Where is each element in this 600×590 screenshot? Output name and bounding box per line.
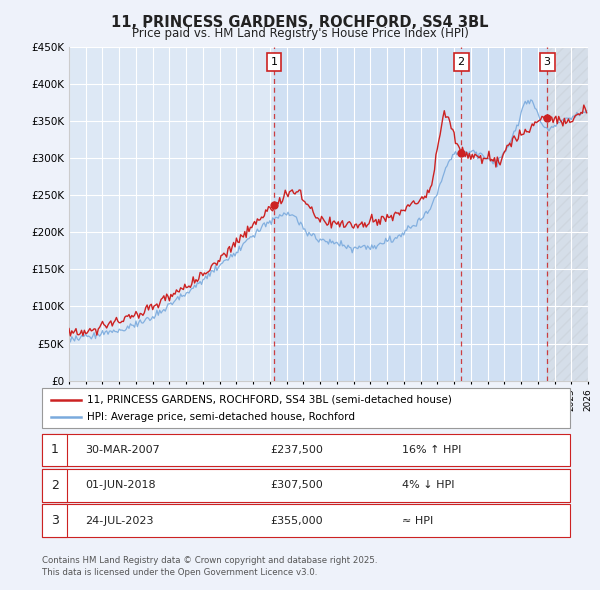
Text: 11, PRINCESS GARDENS, ROCHFORD, SS4 3BL: 11, PRINCESS GARDENS, ROCHFORD, SS4 3BL [111, 15, 489, 30]
Bar [274, 47, 547, 381]
Text: 2: 2 [50, 478, 59, 492]
Text: Price paid vs. HM Land Registry's House Price Index (HPI): Price paid vs. HM Land Registry's House … [131, 27, 469, 40]
Text: HPI: Average price, semi-detached house, Rochford: HPI: Average price, semi-detached house,… [87, 411, 355, 421]
Text: 16% ↑ HPI: 16% ↑ HPI [402, 445, 461, 455]
Text: 30-MAR-2007: 30-MAR-2007 [85, 445, 160, 455]
Bar [547, 47, 588, 381]
Text: 2: 2 [458, 57, 464, 67]
Text: £237,500: £237,500 [270, 445, 323, 455]
Text: £307,500: £307,500 [270, 480, 323, 490]
Text: 1: 1 [271, 57, 278, 67]
Text: Contains HM Land Registry data © Crown copyright and database right 2025.
This d: Contains HM Land Registry data © Crown c… [42, 556, 377, 577]
Text: ≈ HPI: ≈ HPI [402, 516, 433, 526]
Text: 3: 3 [50, 514, 59, 527]
Text: 24-JUL-2023: 24-JUL-2023 [85, 516, 154, 526]
Text: 4% ↓ HPI: 4% ↓ HPI [402, 480, 455, 490]
Text: 01-JUN-2018: 01-JUN-2018 [85, 480, 156, 490]
Text: 1: 1 [50, 443, 59, 457]
Text: 11, PRINCESS GARDENS, ROCHFORD, SS4 3BL (semi-detached house): 11, PRINCESS GARDENS, ROCHFORD, SS4 3BL … [87, 395, 452, 405]
Text: £355,000: £355,000 [270, 516, 323, 526]
Text: 3: 3 [544, 57, 551, 67]
